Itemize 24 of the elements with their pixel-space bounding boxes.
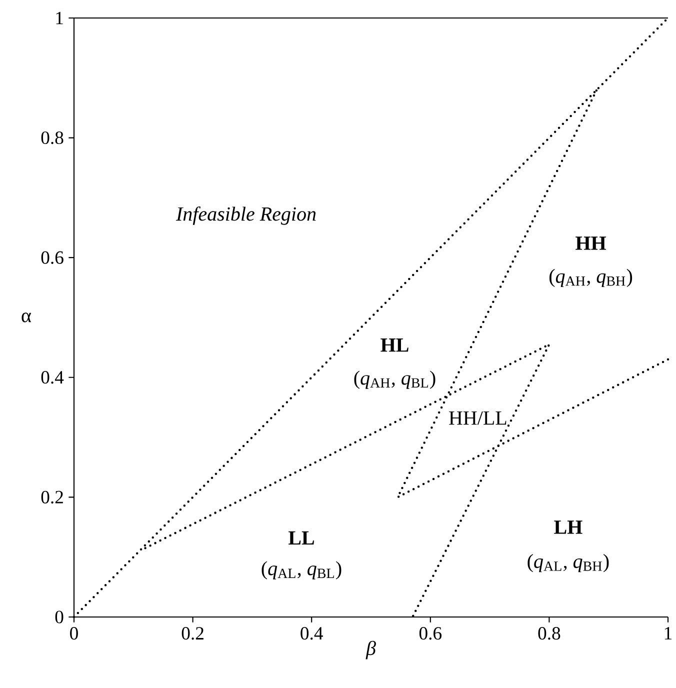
y-tick-label: 0.2	[41, 490, 63, 504]
annotation: (q$_{AH}$, q$_{BL}$)	[354, 370, 436, 389]
annotation: (q$_{AL}$, q$_{BH}$)	[528, 554, 609, 572]
annotation: (q$_{AH}$, q$_{BH}$)	[549, 268, 632, 288]
annotation: HH	[576, 236, 606, 250]
x-tick-label: 0.2	[182, 627, 204, 640]
x-tick-label: 0.6	[419, 627, 442, 640]
y-tick-label: 0.4	[41, 371, 64, 384]
x-axis-title: β	[366, 640, 376, 660]
x-tick-label: 0.4	[300, 627, 323, 640]
x-tick-label: 0	[70, 627, 78, 640]
y-tick-label: 0.6	[41, 251, 64, 264]
annotation: Infeasible Region	[176, 206, 316, 225]
annotation: HL	[380, 338, 408, 352]
y-tick-label: 1	[56, 12, 63, 24]
annotation: (q$_{AL}$, q$_{BL}$)	[262, 561, 342, 580]
y-tick-label: 0	[55, 610, 64, 624]
x-tick-label: 1	[664, 627, 672, 640]
annotation: HH/LL	[449, 411, 506, 425]
annotation: LH	[554, 520, 582, 534]
y-axis-title: α	[22, 312, 32, 322]
y-tick-label: 0.8	[41, 131, 64, 144]
annotation: LL	[288, 531, 314, 544]
x-tick-label: 0.8	[538, 627, 560, 640]
